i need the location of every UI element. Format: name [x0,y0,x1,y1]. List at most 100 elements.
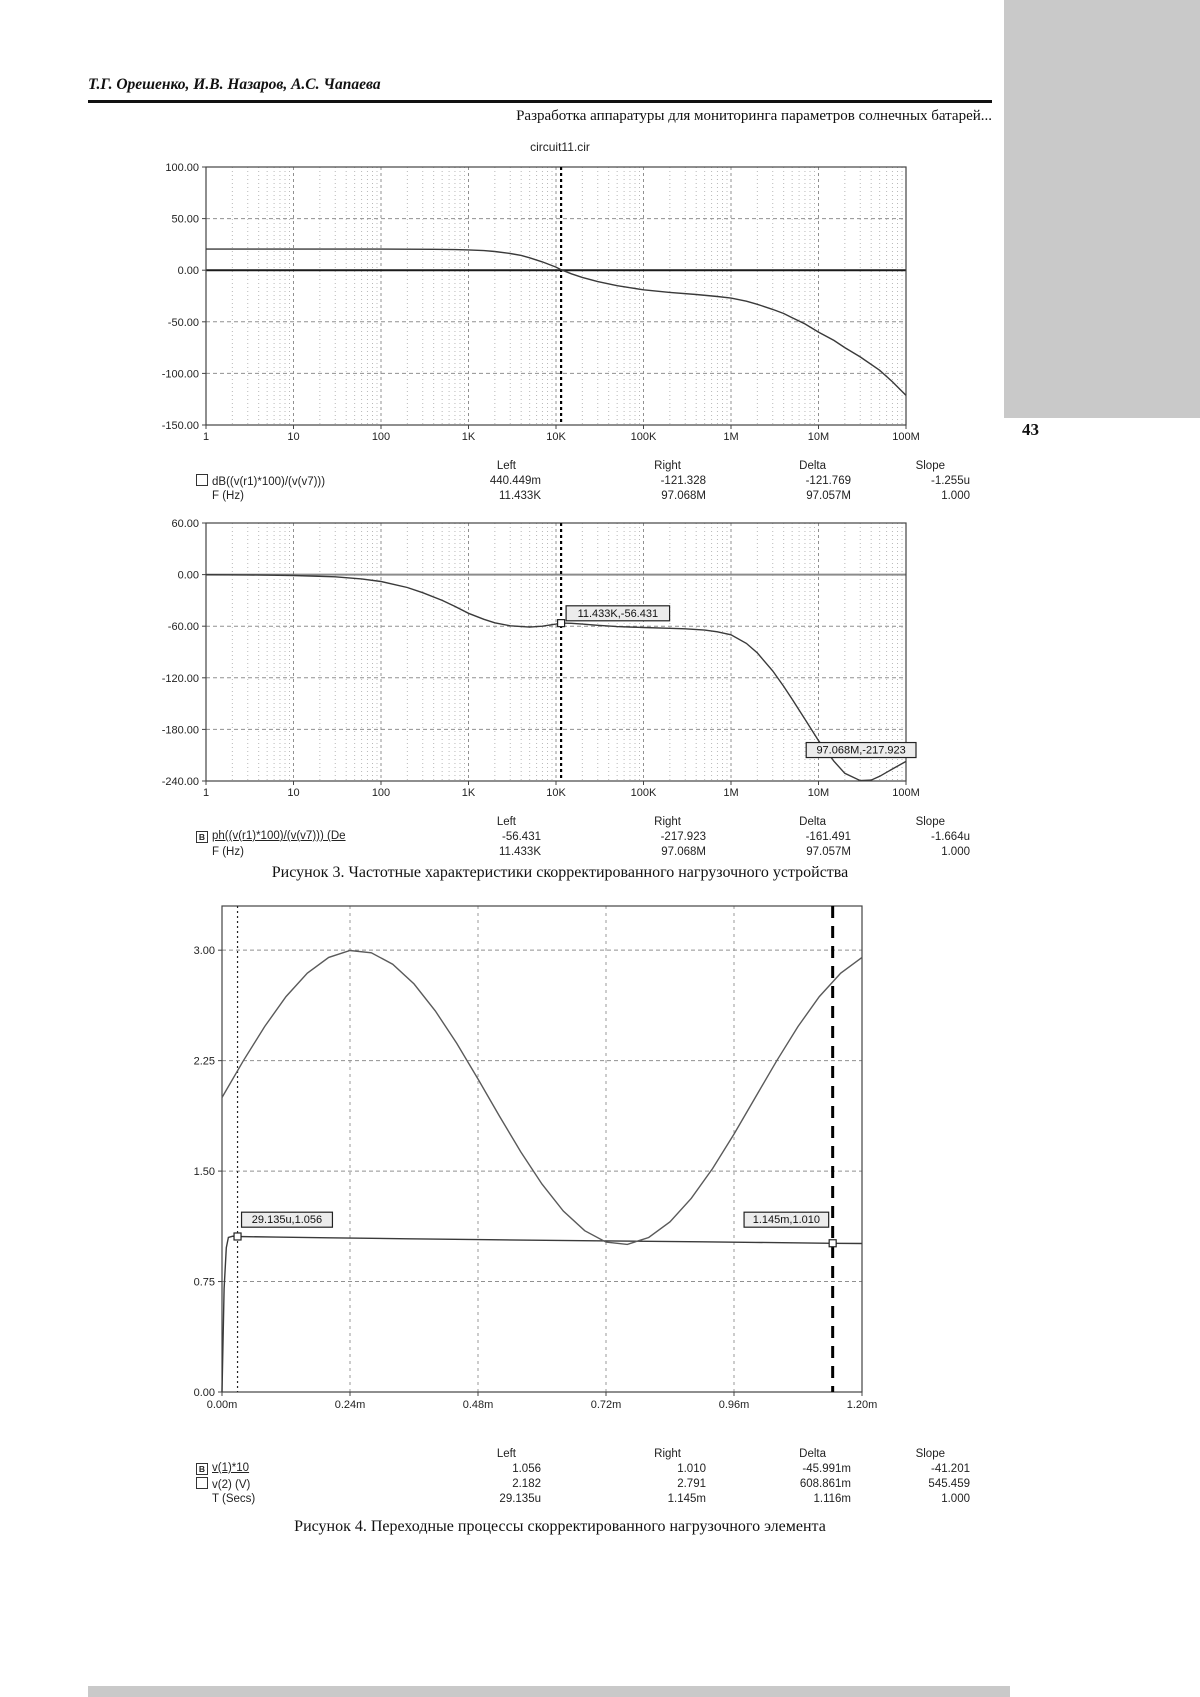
table-value: -121.769 [805,474,851,487]
x-tick-label: 0.48m [463,1399,494,1411]
y-tick-label: -60.00 [168,621,199,633]
x-tick-label: 1K [462,431,476,443]
y-tick-label: -100.00 [162,368,199,380]
trace-checkbox-icon [196,473,208,486]
table-value: -217.923 [660,830,706,843]
table-value: 1.000 [941,845,970,858]
cursor-readout-callout: 97.068M,-217.923 [805,741,917,759]
y-tick-label: -240.00 [162,776,199,788]
figure3-caption: Рисунок 3. Частотные характеристики скор… [271,864,849,881]
y-tick-label: 0.75 [194,1277,215,1289]
table-column-header: Right [654,459,681,472]
trace-checkbox-icon [196,1476,208,1489]
figure4-caption: Рисунок 4. Переходные процессы скорректи… [294,1518,826,1535]
table-value: -45.991m [802,1462,851,1475]
table-row: F (Hz) 11.433K 97.068M 97.057M 1.000 [150,844,970,859]
trace-label: v(2) (V) [212,1478,251,1491]
y-tick-label: 100.00 [165,162,199,174]
table-value: 1.056 [512,1462,541,1475]
trace-label: ph((v(r1)*100)/(v(v7))) (De [212,830,346,842]
cursor-handle [556,619,566,628]
x-tick-label: 0.96m [719,1399,750,1411]
authors-line: Т.Г. Орешенко, И.В. Назаров, А.С. Чапаев… [88,76,381,93]
table-column-header: Left [496,815,516,828]
table-column-header: Right [654,1447,681,1460]
x-tick-label: 10K [546,431,566,443]
cursor-handle [233,1232,242,1241]
table-value: 1.116m [813,1492,851,1505]
y-tick-label: -120.00 [162,673,199,685]
callout-text: 29.135u,1.056 [252,1214,322,1226]
cursor-readout-callout: 11.433K,-56.431 [565,605,671,622]
x-tick-label: 1 [203,787,209,799]
plot-frame [221,905,863,1393]
table-column-header: Left [496,1447,516,1460]
table-value: 97.057M [806,489,851,502]
callout-text: 1.145m,1.010 [753,1214,820,1226]
table-header-row: Left Right Delta Slope [150,1446,970,1461]
trace-dB-v-r1-100-v-v7- [206,248,907,396]
x-tick-label: 100M [892,431,920,443]
margin-gray-band [1004,0,1200,418]
x-tick-label: 1K [462,787,476,799]
x-tick-label: 1M [723,431,738,443]
y-tick-label: 1.50 [194,1166,215,1178]
cursor-readout-callout: 1.145m,1.010 [743,1211,830,1228]
y-tick-label: -150.00 [162,420,199,432]
trace-v-1-10 [221,1235,863,1393]
table-value: 608.861m [799,1477,851,1490]
trace-label: v(1)*10 [212,1462,250,1474]
table-column-header: Slope [915,1447,945,1460]
table-column-header: Slope [915,815,945,828]
x-tick-label: 100K [631,431,657,443]
chart-title: circuit11.cir [530,140,590,154]
axes: 100.00 50.00 0.00 -50.00 -100.00 -150.00 1 10 10… [162,162,920,443]
table-header-row: Left Right Delta Slope [150,814,970,829]
table-column-header: Right [654,815,681,828]
trace-v-2-V- [221,949,863,1246]
header-rule [88,100,992,103]
table-value: -1.255u [930,474,970,487]
y-tick-label: 60.00 [171,518,199,530]
x-tick-label: 10 [287,431,299,443]
grid [206,167,906,425]
footer-gray-band [88,1686,1010,1697]
y-tick-label: 0.00 [178,265,199,277]
trace-label: F (Hz) [212,845,244,858]
x-tick-label: 0.72m [591,1399,622,1411]
trace-label: T (Secs) [212,1492,256,1505]
x-tick-label: 1 [203,431,209,443]
table-value: 11.433K [499,489,541,502]
table-value: 440.449m [489,474,541,487]
x-tick-label: 0.24m [335,1399,366,1411]
table-value: -56.431 [501,830,541,843]
y-tick-label: 2.25 [194,1056,215,1068]
trace-ph-v-r1-100-v-v7- [205,574,907,782]
x-tick-label: 1M [723,787,738,799]
y-tick-label: 0.00 [178,570,199,582]
x-tick-label: 10 [287,787,299,799]
table-value: 29.135u [499,1492,541,1505]
table-value: -161.491 [805,830,851,843]
table-column-header: Delta [799,1447,826,1460]
y-tick-label: -50.00 [168,317,199,329]
trace-b-tag-icon: B [196,1463,208,1475]
x-tick-label: 100 [372,787,390,799]
callout-text: 11.433K,-56.431 [578,608,659,620]
trace-label: dB((v(r1)*100)/(v(v7))) [212,475,326,488]
page-number: 43 [1022,420,1039,439]
y-tick-label: 50.00 [171,214,199,226]
bode-phase-chart: 60.00 0.00 -60.00 -120.00 -180.00 -240.00 1 10 1… [150,512,970,808]
table-value: 97.068M [661,845,706,858]
bode-magnitude-chart: 100.00 50.00 0.00 -50.00 -100.00 -150.00 1 10 10… [150,156,970,452]
table-value: 97.057M [806,845,851,858]
callout-text: 97.068M,-217.923 [816,745,905,757]
table-value: 97.068M [661,489,706,502]
trace-label: F (Hz) [212,489,244,502]
x-tick-label: 100 [372,431,390,443]
table-column-header: Left [496,459,516,472]
table-row: dB((v(r1)*100)/(v(v7))) 440.449m -121.328 -… [150,473,970,488]
magnitude-cursor-table: Left Right Delta Slope dB((v(r1)*100)/(v(v7)… [150,458,970,503]
